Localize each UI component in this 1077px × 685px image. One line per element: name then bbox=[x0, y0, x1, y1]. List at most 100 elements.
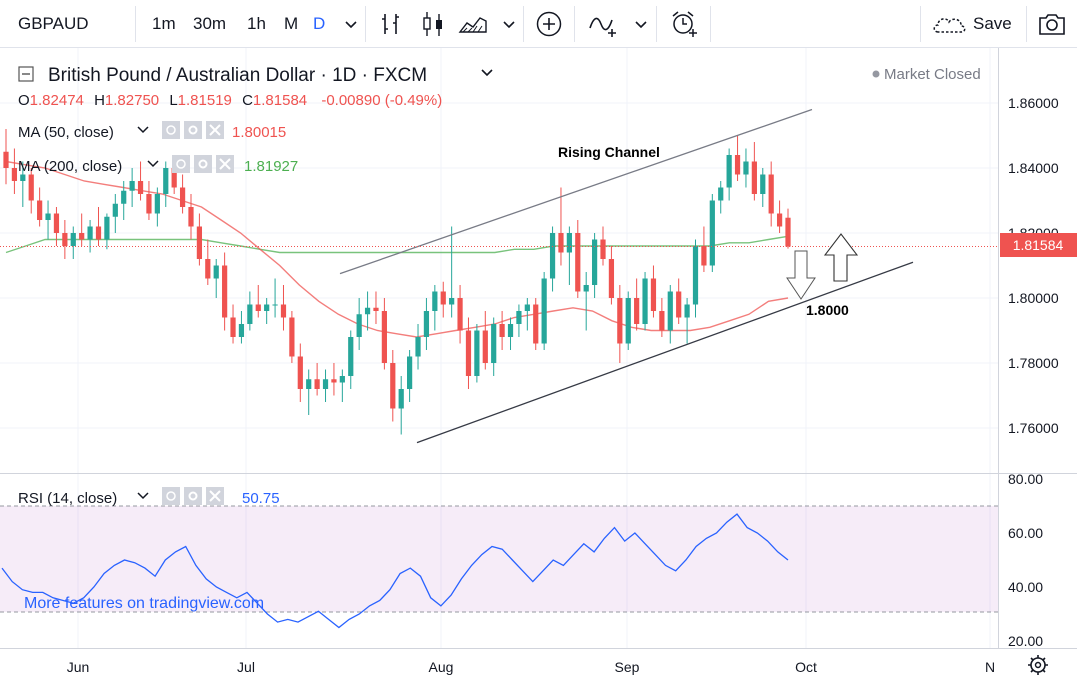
candle-body bbox=[415, 337, 421, 357]
channel-label[interactable]: Rising Channel bbox=[558, 144, 660, 160]
chevron-down-icon[interactable] bbox=[633, 16, 649, 32]
bar-chart-icon[interactable] bbox=[379, 11, 405, 37]
candle-body bbox=[95, 226, 102, 240]
ma50-legend-label[interactable]: MA (50, close) bbox=[18, 124, 114, 141]
candle-body bbox=[255, 304, 261, 311]
time-tick-label: N bbox=[985, 659, 995, 675]
candle-body bbox=[743, 161, 749, 175]
alert-compare-icon[interactable] bbox=[588, 10, 622, 38]
candle-body bbox=[297, 356, 303, 389]
rsi-controls[interactable] bbox=[162, 487, 224, 505]
candle-body bbox=[390, 363, 396, 409]
rsi-legend: RSI (14, close) 50.75 bbox=[18, 487, 280, 507]
add-indicator-icon[interactable] bbox=[535, 10, 563, 38]
main-legend: British Pound / Australian Dollar · 1D ·… bbox=[18, 65, 981, 175]
up-arrow-shape[interactable] bbox=[823, 233, 859, 282]
candle-body bbox=[474, 330, 480, 376]
toolbar-divider bbox=[1026, 6, 1027, 42]
candle-body bbox=[465, 330, 472, 376]
gear-icon[interactable] bbox=[1028, 655, 1048, 675]
candle-body bbox=[617, 298, 623, 344]
candle-body bbox=[591, 239, 598, 285]
candle-body bbox=[600, 239, 606, 259]
eye-icon[interactable] bbox=[162, 121, 180, 139]
toolbar-divider bbox=[574, 6, 575, 42]
candle-body bbox=[507, 324, 514, 337]
interval-d-button[interactable]: D bbox=[313, 14, 326, 33]
area-chart-icon[interactable] bbox=[458, 12, 488, 36]
rsi-tick-label: 20.00 bbox=[1008, 633, 1043, 649]
interval-1h-button[interactable]: 1h bbox=[247, 14, 266, 33]
candle-body bbox=[407, 356, 413, 389]
candle-body bbox=[785, 217, 791, 247]
candle-body bbox=[718, 187, 724, 201]
candle-body bbox=[322, 379, 329, 389]
top-toolbar: GBPAUD 1m 30m 1h M D Save bbox=[0, 0, 1077, 48]
chevron-down-icon[interactable] bbox=[501, 16, 517, 32]
chevron-down-icon[interactable] bbox=[343, 16, 359, 32]
eye-icon[interactable] bbox=[162, 487, 180, 505]
candles-icon[interactable] bbox=[420, 10, 446, 38]
price-axis[interactable]: 1.860001.840001.820001.800001.780001.760… bbox=[1008, 95, 1059, 436]
ma50-controls[interactable] bbox=[162, 121, 224, 139]
chart-area[interactable]: Rising Channel 1.8000 1.860001.840001.82… bbox=[0, 48, 1077, 685]
candle-body bbox=[28, 174, 34, 201]
chevron-down-icon[interactable] bbox=[137, 126, 149, 134]
candle-body bbox=[373, 307, 379, 311]
candle-body bbox=[533, 304, 539, 344]
symbol-search-button[interactable]: GBPAUD bbox=[18, 14, 89, 33]
candle-body bbox=[650, 278, 657, 311]
candle-body bbox=[423, 311, 430, 337]
alarm-clock-icon[interactable] bbox=[669, 9, 699, 39]
interval-1m-button[interactable]: 1m bbox=[152, 14, 176, 33]
watermark-link[interactable]: More features on tradingview.com bbox=[24, 595, 264, 612]
candle-body bbox=[112, 203, 118, 217]
candle-body bbox=[272, 304, 278, 306]
candle-body bbox=[432, 291, 438, 311]
rsi-legend-label[interactable]: RSI (14, close) bbox=[18, 490, 117, 507]
cloud-icon[interactable] bbox=[932, 13, 968, 35]
candle-body bbox=[129, 181, 135, 191]
time-axis[interactable]: Jun Jul Aug Sep Oct N bbox=[67, 659, 995, 675]
trendlines[interactable] bbox=[0, 108, 998, 444]
candle-body bbox=[79, 233, 85, 240]
interval-30m-button[interactable]: 30m bbox=[193, 14, 227, 33]
candle-body bbox=[222, 265, 228, 318]
candle-body bbox=[634, 298, 640, 324]
candle-body bbox=[171, 168, 177, 188]
ma200-controls[interactable] bbox=[172, 155, 234, 173]
toolbar-divider bbox=[920, 6, 921, 42]
toolbar-divider bbox=[365, 6, 366, 42]
ma200-line bbox=[5, 235, 789, 254]
chevron-down-icon[interactable] bbox=[481, 69, 493, 77]
candle-body bbox=[339, 376, 345, 383]
collapse-legend-icon[interactable] bbox=[18, 66, 34, 82]
ma50-series bbox=[5, 160, 789, 338]
gear-icon[interactable] bbox=[194, 155, 212, 173]
candle-body bbox=[53, 213, 60, 233]
candle-body bbox=[457, 298, 463, 331]
gear-icon[interactable] bbox=[184, 487, 202, 505]
candle-body bbox=[3, 151, 9, 168]
rsi-axis[interactable]: 80.00 60.00 40.00 20.00 bbox=[1008, 471, 1043, 649]
camera-icon[interactable] bbox=[1037, 11, 1067, 37]
candle-body bbox=[45, 213, 51, 220]
toolbar-divider bbox=[710, 6, 711, 42]
candle-body bbox=[264, 304, 270, 311]
gear-icon[interactable] bbox=[184, 121, 202, 139]
ma200-legend-label[interactable]: MA (200, close) bbox=[18, 158, 122, 175]
candle-body bbox=[768, 174, 774, 214]
level-label[interactable]: 1.8000 bbox=[806, 302, 849, 318]
time-tick-label: Jun bbox=[67, 659, 90, 675]
time-tick-label: Sep bbox=[615, 659, 640, 675]
down-arrow-shape[interactable] bbox=[786, 250, 816, 300]
save-button[interactable]: Save bbox=[973, 14, 1012, 33]
eye-icon[interactable] bbox=[172, 155, 190, 173]
candle-body bbox=[575, 233, 581, 292]
chart-title[interactable]: British Pound / Australian Dollar · 1D ·… bbox=[48, 65, 427, 86]
chevron-down-icon[interactable] bbox=[147, 160, 159, 168]
toolbar-divider bbox=[135, 6, 136, 42]
interval-m-button[interactable]: M bbox=[284, 14, 299, 33]
candle-body bbox=[104, 216, 110, 240]
chevron-down-icon[interactable] bbox=[137, 492, 149, 500]
